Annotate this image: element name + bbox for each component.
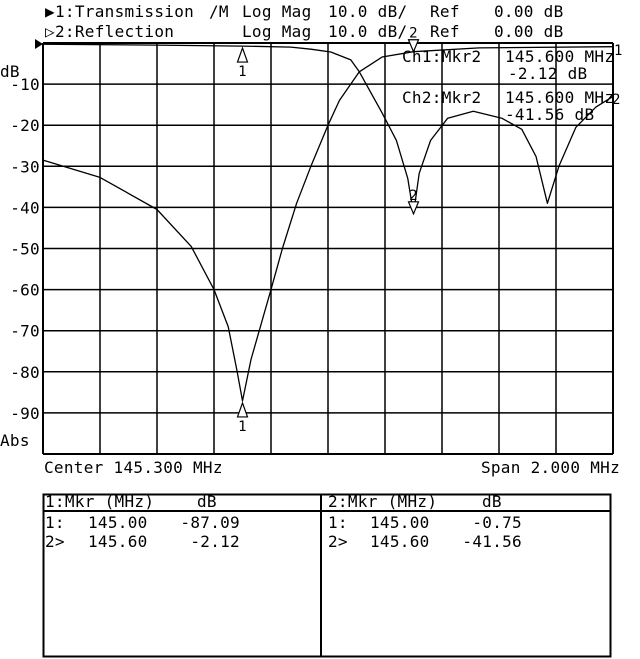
trace1-ref-value: 0.00 dB <box>494 2 564 21</box>
ch2-marker-value: -41.56 dB <box>505 105 594 124</box>
marker-2-trace-2: 2 <box>407 188 420 216</box>
y-tick-label: -80 <box>10 363 40 382</box>
row-value: -41.56 <box>462 532 522 551</box>
trace2-ref-value: 0.00 dB <box>494 22 564 41</box>
y-tick-label: -90 <box>10 404 40 423</box>
traces <box>42 43 614 402</box>
ch1-marker-value: -2.12 dB <box>508 64 587 83</box>
y-tick-label: -50 <box>10 240 40 259</box>
trace1-ref-label: Ref <box>430 2 460 21</box>
trace2-end-label: 2 <box>612 92 621 108</box>
marker-1-trace-1: 1 <box>236 401 249 435</box>
marker-up-triangle-icon <box>236 401 249 418</box>
y-tick-labels: -10 -20 -30 -40 -50 -60 -70 -80 -90 <box>10 75 40 423</box>
span-frequency: Span 2.000 MHz <box>481 458 620 477</box>
grid <box>42 42 614 455</box>
trace1-name: 1:Transmission <box>55 2 194 21</box>
row-freq: 145.00 <box>88 513 148 532</box>
marker-label: 1 <box>238 419 247 435</box>
trace2-name: 2:Reflection <box>55 22 174 41</box>
marker-down-triangle-icon <box>407 39 420 54</box>
row-value: -2.12 <box>190 532 240 551</box>
ch1-table-header-db: dB <box>197 492 217 511</box>
y-tick-label: -30 <box>10 157 40 176</box>
ch1-table-header-mkr: 1:Mkr (MHz) <box>45 492 154 511</box>
y-tick-label: -10 <box>10 75 40 94</box>
row-marker-id: 2> <box>328 532 348 551</box>
marker-table: 1:Mkr (MHz) dB 1: 145.00 -87.09 2> 145.6… <box>42 492 612 658</box>
marker-2-trace-1: 2 <box>407 26 420 54</box>
trace-2-line <box>42 43 614 215</box>
marker-table-border <box>42 493 612 658</box>
ch2-marker-label: Ch2:Mkr2 <box>402 88 481 107</box>
row-marker-id: 1: <box>45 513 65 532</box>
marker-label: 1 <box>238 64 247 80</box>
marker-up-triangle-icon <box>236 46 249 63</box>
ch1-marker-readout: Ch1:Mkr2 145.600 MHz -2.12 dB <box>402 47 614 83</box>
center-frequency: Center 145.300 MHz <box>44 458 223 477</box>
table-row: 1: 145.00 -0.75 <box>328 513 522 532</box>
y-tick-label: -70 <box>10 322 40 341</box>
ch1-marker-freq: 145.600 MHz <box>505 47 614 66</box>
trace2-ref-label: Ref <box>430 22 460 41</box>
trace1-format: Log Mag <box>242 2 312 21</box>
trace1-scale: 10.0 dB/ <box>328 2 407 21</box>
row-value: -0.75 <box>472 513 522 532</box>
reference-level-arrow-icon <box>35 39 43 49</box>
trace1-mode: /M <box>209 2 229 21</box>
y-unit-label: dB <box>0 62 20 81</box>
trace1-end-label: 1 <box>614 43 623 59</box>
trace2-header: ▷ 2:Reflection Log Mag 10.0 dB/ Ref 0.00… <box>45 22 564 41</box>
row-freq: 145.00 <box>370 513 430 532</box>
marker-label: 2 <box>409 26 418 42</box>
marker-1-trace-2: 1 <box>236 46 249 80</box>
ch2-marker-freq: 145.600 MHz <box>505 88 614 107</box>
table-row: 2> 145.60 -41.56 <box>328 532 522 551</box>
markers: 1 2 1 2 <box>236 26 420 435</box>
table-row: 2> 145.60 -2.12 <box>45 532 240 551</box>
ch2-marker-readout: Ch2:Mkr2 145.600 MHz -41.56 dB <box>402 88 614 124</box>
y-tick-label: -20 <box>10 116 40 135</box>
row-value: -87.09 <box>180 513 240 532</box>
row-marker-id: 1: <box>328 513 348 532</box>
ch2-table-header-mkr: 2:Mkr (MHz) <box>328 492 437 511</box>
abs-label: Abs <box>0 431 30 450</box>
trace-1-line <box>42 46 614 402</box>
row-freq: 145.60 <box>370 532 430 551</box>
row-freq: 145.60 <box>88 532 148 551</box>
y-tick-label: -60 <box>10 281 40 300</box>
y-tick-label: -40 <box>10 198 40 217</box>
marker-label: 2 <box>409 188 418 204</box>
trace2-format: Log Mag <box>242 22 312 41</box>
trace1-active-indicator: ▶ <box>45 2 55 21</box>
marker-down-triangle-icon <box>407 201 420 216</box>
ch1-marker-label: Ch1:Mkr2 <box>402 47 481 66</box>
trace2-scale: 10.0 dB/ <box>328 22 407 41</box>
row-marker-id: 2> <box>45 532 65 551</box>
table-row: 1: 145.00 -87.09 <box>45 513 240 532</box>
trace1-header: ▶ 1:Transmission /M Log Mag 10.0 dB/ Ref… <box>45 2 564 21</box>
trace2-indicator: ▷ <box>45 22 55 41</box>
ch2-table-header-db: dB <box>482 492 502 511</box>
